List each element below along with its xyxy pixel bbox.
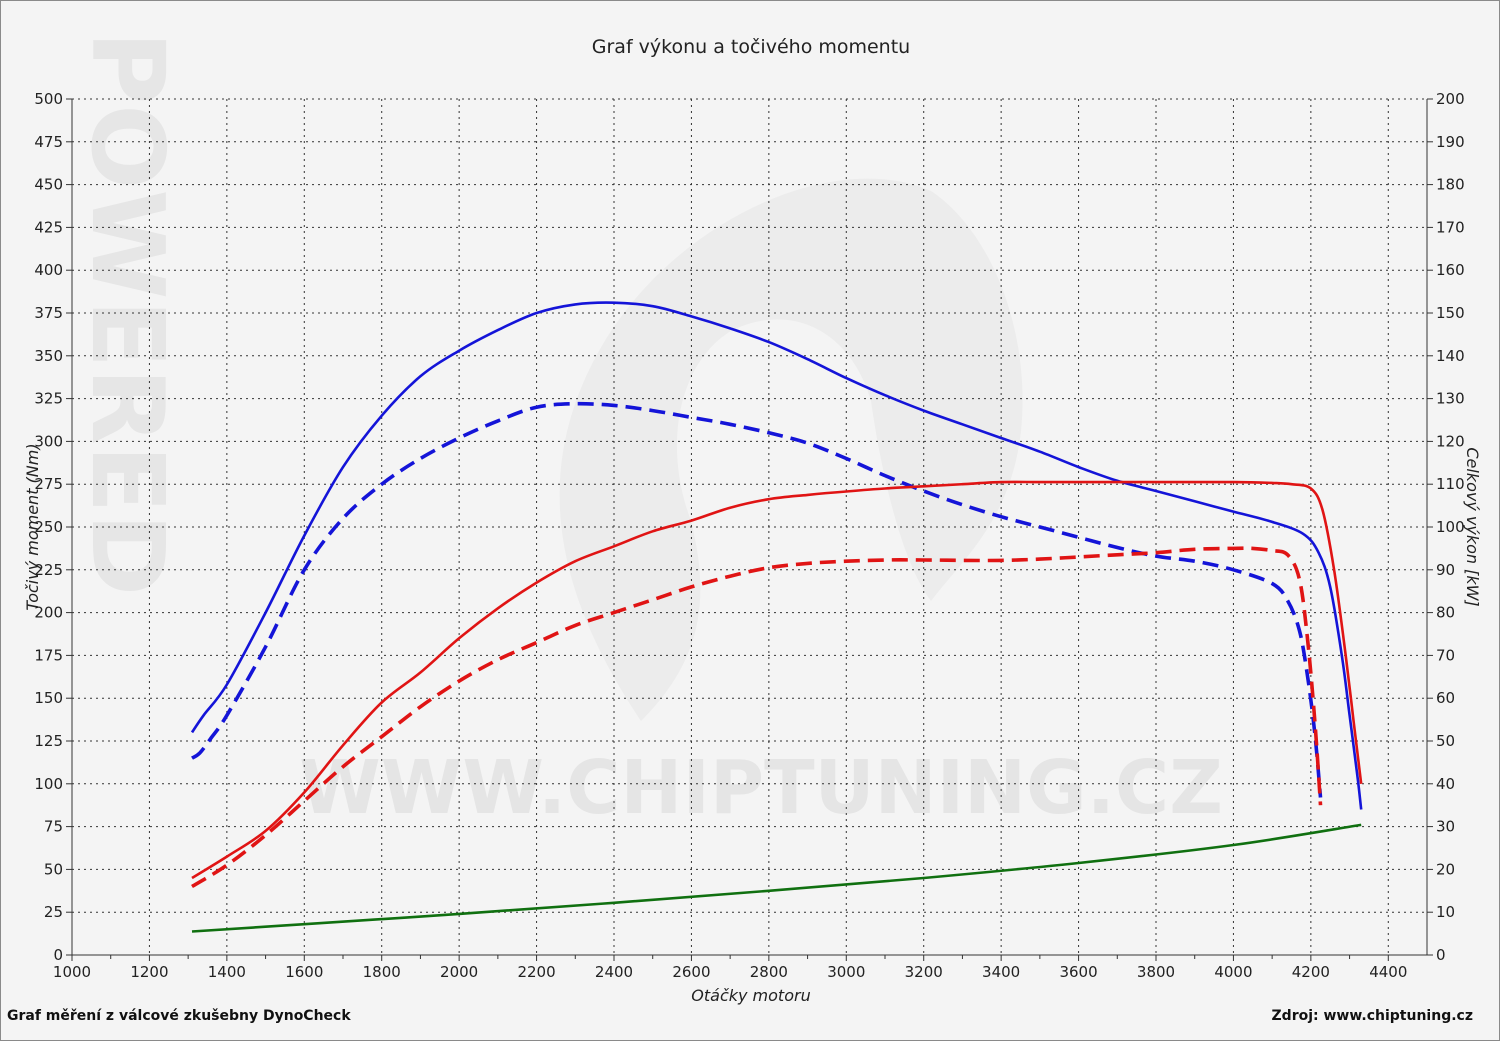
y-left-tick-label: 200 bbox=[34, 604, 63, 622]
chart-title: Graf výkonu a točivého momentu bbox=[592, 36, 910, 58]
y-left-tick-label: 50 bbox=[44, 860, 63, 878]
x-tick-label: 3200 bbox=[905, 963, 943, 981]
series-line-power-stock bbox=[191, 546, 1323, 889]
x-tick-label: 4400 bbox=[1369, 963, 1407, 981]
x-tick-label: 3000 bbox=[827, 963, 865, 981]
x-tick-label: 1000 bbox=[53, 963, 91, 981]
y-left-tick-label: 225 bbox=[34, 561, 63, 579]
y-right-tick-label: 30 bbox=[1436, 818, 1455, 836]
footer-source-note: Graf měření z válcové zkušebny DynoCheck bbox=[7, 1008, 351, 1024]
watermark-logo-shape bbox=[559, 178, 1023, 721]
x-tick-label: 2800 bbox=[750, 963, 788, 981]
series-line-torque-tuned bbox=[190, 301, 1363, 810]
y-right-tick-label: 40 bbox=[1436, 775, 1455, 793]
y-right-tick-label: 170 bbox=[1436, 218, 1465, 236]
watermark-side-left: POWERED bbox=[69, 31, 186, 596]
y-left-tick-label: 475 bbox=[34, 133, 63, 151]
y-right-tick-label: 190 bbox=[1436, 133, 1465, 151]
y-right-tick-label: 120 bbox=[1436, 432, 1465, 450]
y-right-tick-label: 150 bbox=[1436, 304, 1465, 322]
y-right-tick-label: 140 bbox=[1436, 347, 1465, 365]
y-left-tick-label: 450 bbox=[34, 176, 63, 194]
y-right-tick-label: 100 bbox=[1436, 518, 1465, 536]
x-tick-label: 4200 bbox=[1292, 963, 1330, 981]
y-left-tick-label: 400 bbox=[34, 261, 63, 279]
x-tick-label: 1400 bbox=[208, 963, 246, 981]
y-axis-left-label: Točivý moment (Nm) bbox=[23, 443, 42, 610]
x-tick-label: 1200 bbox=[130, 963, 168, 981]
y-right-tick-label: 130 bbox=[1436, 390, 1465, 408]
y-left-tick-label: 125 bbox=[34, 732, 63, 750]
x-tick-label: 3800 bbox=[1137, 963, 1175, 981]
y-right-tick-label: 180 bbox=[1436, 176, 1465, 194]
watermark-side-right: POWERED bbox=[1477, 251, 1499, 816]
x-tick-label: 1800 bbox=[363, 963, 401, 981]
y-right-tick-label: 50 bbox=[1436, 732, 1455, 750]
y-right-tick-label: 60 bbox=[1436, 689, 1455, 707]
y-left-tick-label: 250 bbox=[34, 518, 63, 536]
y-right-tick-label: 160 bbox=[1436, 261, 1465, 279]
x-tick-label: 3600 bbox=[1059, 963, 1097, 981]
y-right-tick-label: 110 bbox=[1436, 475, 1465, 493]
series-line-wheel-loss bbox=[191, 823, 1362, 933]
y-right-tick-label: 70 bbox=[1436, 646, 1455, 664]
y-right-tick-label: 20 bbox=[1436, 860, 1455, 878]
y-left-tick-label: 425 bbox=[34, 218, 63, 236]
y-left-tick-label: 150 bbox=[34, 689, 63, 707]
x-tick-label: 2400 bbox=[595, 963, 633, 981]
y-right-tick-label: 80 bbox=[1436, 604, 1455, 622]
x-axis-label: Otáčky motoru bbox=[691, 986, 810, 1005]
y-right-tick-label: 200 bbox=[1436, 90, 1465, 108]
y-left-tick-label: 500 bbox=[34, 90, 63, 108]
grid bbox=[72, 98, 1427, 955]
series-lines bbox=[190, 301, 1363, 933]
y-left-tick-label: 300 bbox=[34, 432, 63, 450]
x-tick-label: 2200 bbox=[517, 963, 555, 981]
y-right-tick-label: 0 bbox=[1436, 946, 1446, 964]
y-left-tick-label: 175 bbox=[34, 646, 63, 664]
y-right-tick-label: 90 bbox=[1436, 561, 1455, 579]
y-left-tick-label: 325 bbox=[34, 390, 63, 408]
footer-credit: Zdroj: www.chiptuning.cz bbox=[1272, 1008, 1473, 1024]
y-left-tick-label: 0 bbox=[53, 946, 63, 964]
watermark-url: WWW.CHIPTUNING.CZ bbox=[299, 745, 1223, 831]
x-tick-label: 4000 bbox=[1214, 963, 1252, 981]
y-left-tick-label: 25 bbox=[44, 903, 63, 921]
y-axis-right-label: Celkový výkon [kW] bbox=[1463, 447, 1482, 606]
x-tick-label: 3400 bbox=[982, 963, 1020, 981]
y-left-tick-label: 350 bbox=[34, 347, 63, 365]
y-left-tick-label: 100 bbox=[34, 775, 63, 793]
series-line-power-tuned bbox=[191, 480, 1363, 880]
tick-labels: 1000 1200 1400 1600 1800 2000 2200 2400 2600 2800… bbox=[34, 90, 1464, 981]
y-left-tick-label: 275 bbox=[34, 475, 63, 493]
y-left-tick-label: 75 bbox=[44, 818, 63, 836]
series-line-torque-stock bbox=[191, 401, 1323, 798]
x-tick-label: 2600 bbox=[672, 963, 710, 981]
y-right-tick-label: 10 bbox=[1436, 903, 1455, 921]
axes bbox=[66, 98, 1433, 961]
y-left-tick-label: 375 bbox=[34, 304, 63, 322]
x-tick-label: 2000 bbox=[440, 963, 478, 981]
watermark: WWW.CHIPTUNING.CZ POWERED POWERED bbox=[69, 31, 1500, 831]
x-tick-label: 1600 bbox=[285, 963, 323, 981]
